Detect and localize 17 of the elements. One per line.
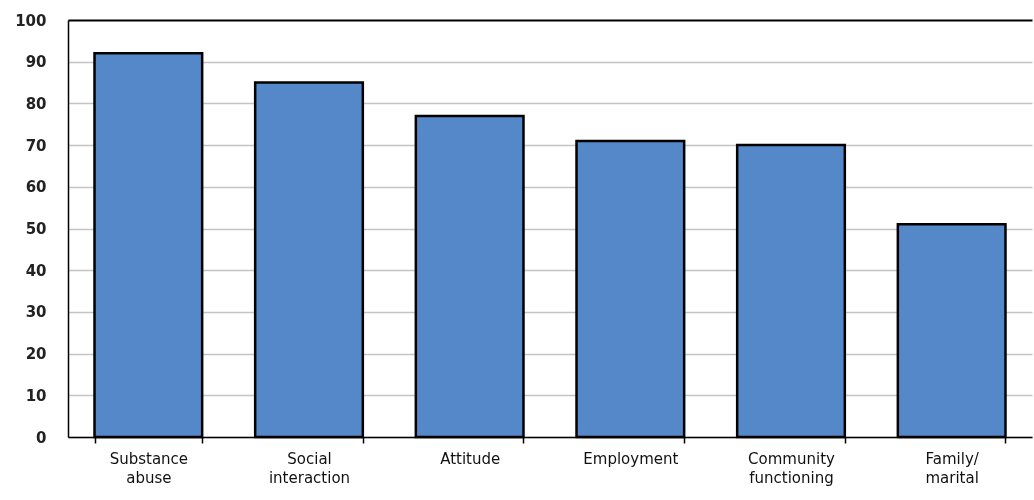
y-tick-label: 90 <box>25 53 47 72</box>
y-tick-label: 60 <box>25 178 47 197</box>
y-tick-label: 20 <box>25 345 47 364</box>
y-tick-label: 70 <box>25 136 47 155</box>
x-tick-label: Family/marital <box>925 449 980 487</box>
x-tick-label: Substance abuse <box>109 449 189 487</box>
x-tick-label: Community functioning <box>748 449 836 487</box>
x-tick-label: Social interaction <box>268 449 351 487</box>
x-tick-label: Employment <box>583 449 679 468</box>
y-tick-label: 0 <box>36 428 47 447</box>
y-tick-label: 80 <box>25 94 47 113</box>
x-tick-label: Attitude <box>440 449 501 468</box>
y-tick-label: 100 <box>15 11 47 30</box>
y-tick-label: 50 <box>25 220 47 238</box>
y-tick-label: 30 <box>25 303 47 322</box>
y-tick-label: 40 <box>25 261 47 280</box>
y-tick-label: 10 <box>25 386 47 405</box>
